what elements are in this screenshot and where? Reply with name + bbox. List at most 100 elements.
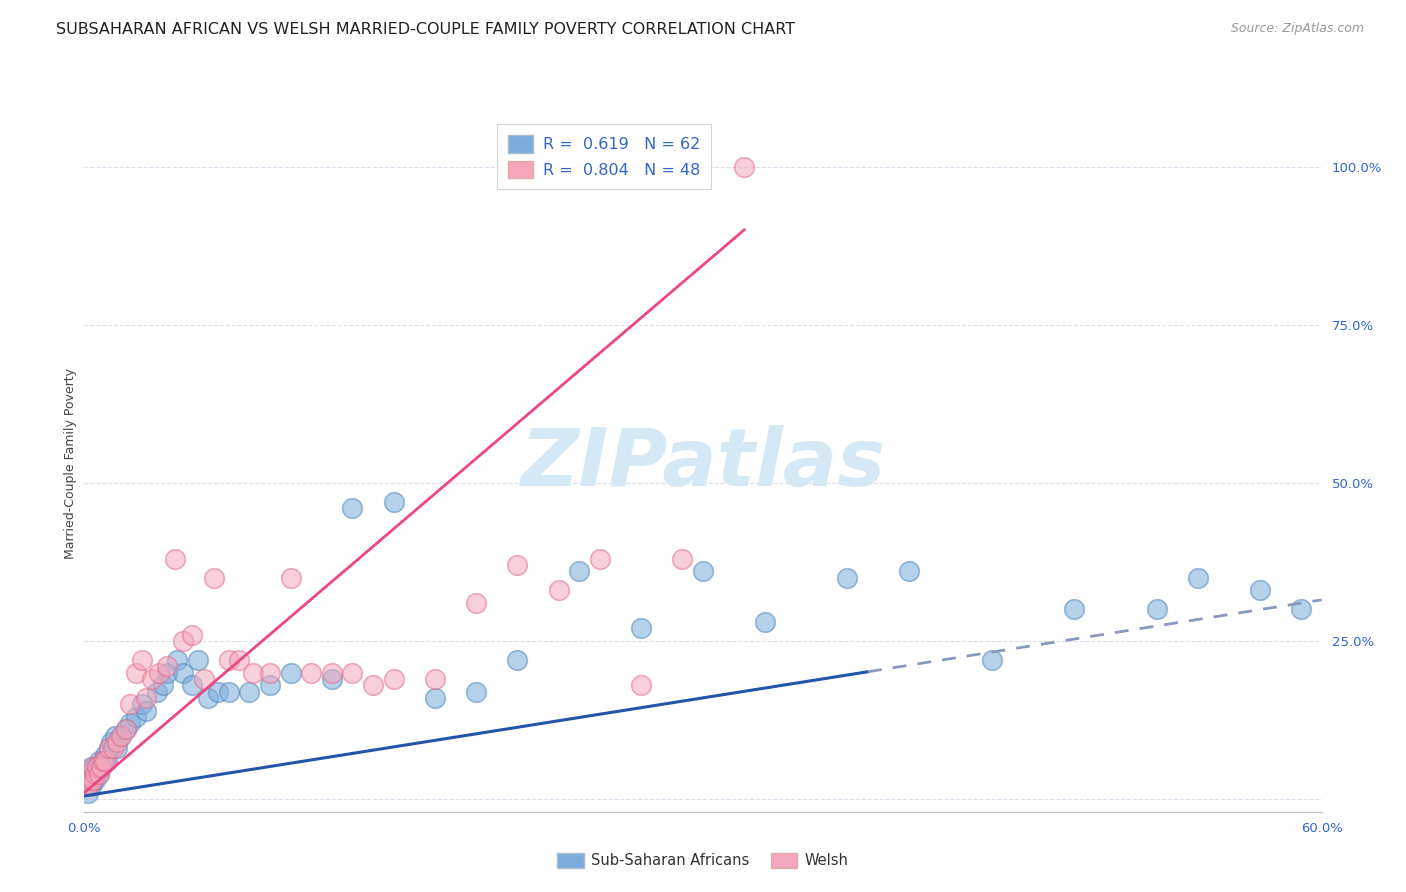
Point <box>91 754 114 768</box>
Text: Source: ZipAtlas.com: Source: ZipAtlas.com <box>1230 22 1364 36</box>
Point <box>79 773 101 788</box>
Point <box>423 690 446 705</box>
Point <box>207 684 229 698</box>
Point <box>87 754 110 768</box>
Point <box>125 665 148 680</box>
Point <box>105 741 128 756</box>
Point <box>423 672 446 686</box>
Point <box>692 565 714 579</box>
Point <box>118 716 141 731</box>
Point <box>110 729 132 743</box>
Point <box>280 665 302 680</box>
Point <box>131 697 153 711</box>
Point <box>152 678 174 692</box>
Point <box>82 766 104 780</box>
Point <box>103 741 125 756</box>
Point <box>1249 583 1271 598</box>
Point <box>75 766 97 780</box>
Point <box>114 723 136 737</box>
Point <box>77 766 100 780</box>
Point <box>141 672 163 686</box>
Point <box>79 760 101 774</box>
Point <box>898 565 921 579</box>
Point <box>342 665 364 680</box>
Point <box>242 665 264 680</box>
Point <box>75 780 97 794</box>
Point <box>506 558 529 572</box>
Point <box>630 621 652 635</box>
Point <box>547 583 569 598</box>
Point <box>110 729 132 743</box>
Point <box>77 786 100 800</box>
Point <box>87 766 110 780</box>
Point <box>671 551 693 566</box>
Point <box>156 665 179 680</box>
Legend: Sub-Saharan Africans, Welsh: Sub-Saharan Africans, Welsh <box>551 847 855 874</box>
Point <box>218 684 240 698</box>
Point <box>125 710 148 724</box>
Point <box>589 551 612 566</box>
Text: SUBSAHARAN AFRICAN VS WELSH MARRIED-COUPLE FAMILY POVERTY CORRELATION CHART: SUBSAHARAN AFRICAN VS WELSH MARRIED-COUP… <box>56 22 796 37</box>
Point <box>259 678 281 692</box>
Point <box>131 653 153 667</box>
Point <box>568 565 591 579</box>
Point <box>1146 602 1168 616</box>
Point <box>75 773 97 788</box>
Point <box>465 596 488 610</box>
Point <box>100 735 122 749</box>
Point <box>630 678 652 692</box>
Point <box>382 495 405 509</box>
Point <box>77 773 100 788</box>
Point <box>75 773 97 788</box>
Point <box>91 754 114 768</box>
Point <box>172 634 194 648</box>
Point <box>104 729 127 743</box>
Point <box>86 760 108 774</box>
Point <box>506 653 529 667</box>
Point <box>1063 602 1085 616</box>
Point <box>166 653 188 667</box>
Point <box>90 760 112 774</box>
Point <box>342 501 364 516</box>
Point <box>94 754 117 768</box>
Point <box>165 551 187 566</box>
Point <box>98 741 121 756</box>
Point <box>187 653 209 667</box>
Point <box>156 659 179 673</box>
Point <box>148 665 170 680</box>
Point <box>259 665 281 680</box>
Point <box>82 760 104 774</box>
Point <box>197 690 219 705</box>
Point <box>218 653 240 667</box>
Point <box>382 672 405 686</box>
Point <box>361 678 384 692</box>
Point <box>172 665 194 680</box>
Point <box>77 780 100 794</box>
Point <box>980 653 1002 667</box>
Point <box>180 627 202 641</box>
Point <box>135 704 157 718</box>
Point <box>202 571 225 585</box>
Point <box>299 665 322 680</box>
Point <box>82 773 104 788</box>
Point <box>238 684 260 698</box>
Point <box>83 760 105 774</box>
Point <box>135 690 157 705</box>
Point <box>82 773 104 788</box>
Point <box>87 766 110 780</box>
Point <box>79 773 101 788</box>
Point <box>114 723 136 737</box>
Point <box>280 571 302 585</box>
Point <box>98 741 121 756</box>
Point <box>145 684 167 698</box>
Point <box>321 672 343 686</box>
Point <box>118 697 141 711</box>
Point <box>86 766 108 780</box>
Point <box>86 760 108 774</box>
Y-axis label: Married-Couple Family Poverty: Married-Couple Family Poverty <box>65 368 77 559</box>
Point <box>228 653 250 667</box>
Point <box>90 760 112 774</box>
Point <box>105 735 128 749</box>
Point <box>837 571 859 585</box>
Point <box>96 754 118 768</box>
